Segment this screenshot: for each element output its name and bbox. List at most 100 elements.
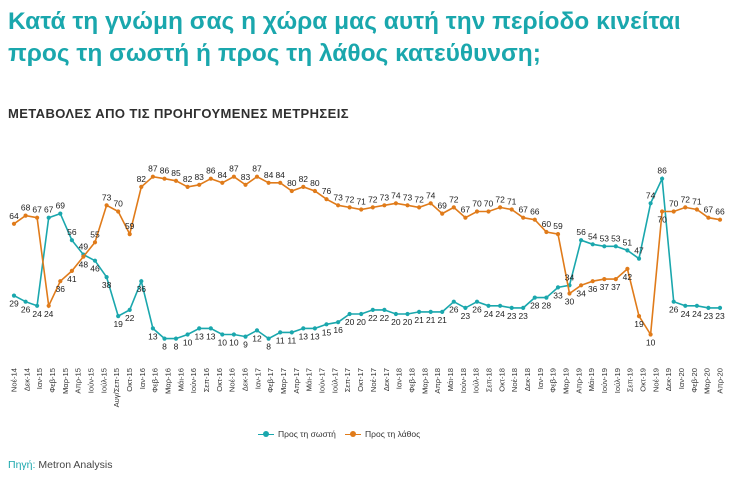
data-label: 42 (623, 272, 633, 282)
x-tick-label: Νοέ-19 (651, 368, 660, 392)
x-tick-label: Ιαν-15 (35, 368, 44, 389)
x-tick-label: Ιούλ-15 (99, 368, 108, 393)
data-point (486, 303, 491, 308)
data-point (486, 209, 491, 214)
data-point (474, 299, 480, 304)
data-label: 11 (287, 335, 296, 345)
data-label: 24 (681, 309, 691, 319)
data-label: 84 (275, 170, 285, 180)
data-label: 74 (426, 190, 436, 200)
data-label: 34 (576, 288, 586, 298)
data-label: 59 (125, 221, 135, 231)
data-label: 41 (67, 274, 77, 284)
data-label: 11 (276, 335, 285, 345)
data-point (417, 309, 422, 314)
data-label: 13 (148, 331, 158, 341)
data-label: 20 (345, 317, 355, 327)
x-tick-label: Δεκ-14 (22, 368, 31, 391)
source-note: Πηγή: Metron Analysis (8, 459, 112, 471)
x-tick-label: Μαρ-16 (164, 368, 173, 394)
data-label: 60 (542, 219, 552, 229)
data-point (231, 174, 236, 179)
data-point (347, 205, 352, 210)
x-tick-label: Νοέ-18 (510, 368, 519, 392)
data-label: 37 (611, 282, 621, 292)
data-label: 72 (495, 194, 505, 204)
data-point (208, 326, 213, 331)
x-tick-label: Δεκ-16 (241, 368, 250, 391)
x-tick-label: Οκτ-15 (125, 368, 134, 392)
data-point (683, 303, 688, 308)
x-tick-label: Μάι-16 (176, 368, 185, 391)
data-label: 21 (426, 315, 436, 325)
data-label: 59 (553, 221, 563, 231)
data-label: 84 (218, 170, 228, 180)
data-point (35, 215, 40, 220)
data-label: 72 (368, 194, 378, 204)
x-tick-label: Μάι-19 (587, 368, 596, 391)
data-label: 74 (646, 190, 656, 200)
data-label: 69 (56, 201, 66, 211)
data-point (393, 201, 398, 206)
data-point (359, 207, 364, 212)
data-point (92, 240, 98, 245)
data-label: 54 (588, 231, 598, 241)
data-point (579, 283, 584, 288)
data-point (660, 209, 665, 214)
data-point (590, 242, 595, 247)
data-label: 15 (322, 327, 332, 337)
x-tick-label: Ιαν-18 (395, 368, 404, 389)
data-label: 67 (704, 205, 714, 215)
legend-label-correct: Προς τη σωστή (278, 429, 336, 439)
data-point (243, 182, 248, 187)
data-label: 16 (333, 325, 343, 335)
x-tick-label: Δεκ-19 (664, 368, 673, 391)
chart-title: Κατά τη γνώμη σας η χώρα μας αυτή την πε… (8, 8, 681, 67)
data-point (613, 277, 618, 282)
data-label: 72 (681, 194, 691, 204)
data-label: 13 (206, 331, 216, 341)
data-label: 47 (634, 246, 644, 256)
data-point (567, 291, 572, 296)
x-tick-label: Φεβ-17 (266, 368, 275, 393)
data-point (289, 188, 294, 194)
data-point (532, 217, 537, 222)
data-label: 10 (218, 338, 228, 348)
data-label: 20 (391, 317, 401, 327)
data-point (266, 180, 271, 185)
data-point (220, 332, 225, 337)
data-point (58, 211, 63, 216)
x-tick-label: Σεπ-16 (202, 368, 211, 392)
data-point (694, 303, 700, 308)
data-point (81, 254, 86, 259)
x-tick-label: Μαρ-19 (562, 368, 571, 394)
data-label: 73 (333, 192, 343, 202)
data-label: 70 (113, 199, 123, 209)
data-label: 68 (21, 203, 31, 213)
data-point (116, 209, 121, 214)
data-point (162, 176, 167, 181)
data-label: 82 (183, 174, 193, 184)
data-label: 87 (252, 164, 262, 174)
data-point (636, 256, 642, 261)
data-label: 13 (310, 331, 320, 341)
data-point (35, 303, 40, 308)
x-tick-label: Μαρ-20 (703, 368, 712, 394)
data-point (243, 334, 248, 339)
data-point (509, 305, 514, 310)
data-point (393, 311, 398, 317)
data-label: 85 (171, 168, 181, 178)
data-point (474, 209, 480, 214)
data-point (208, 176, 213, 181)
data-label: 71 (692, 197, 702, 207)
source-name: Metron Analysis (38, 459, 113, 471)
data-point (162, 336, 167, 341)
data-point (197, 182, 202, 187)
x-tick-label: Ιούλ-19 (613, 368, 622, 393)
data-label: 53 (600, 233, 610, 243)
data-point (648, 201, 653, 206)
x-tick-label: Φεβ-20 (690, 368, 699, 393)
data-point (544, 229, 549, 235)
data-label: 67 (518, 205, 528, 215)
